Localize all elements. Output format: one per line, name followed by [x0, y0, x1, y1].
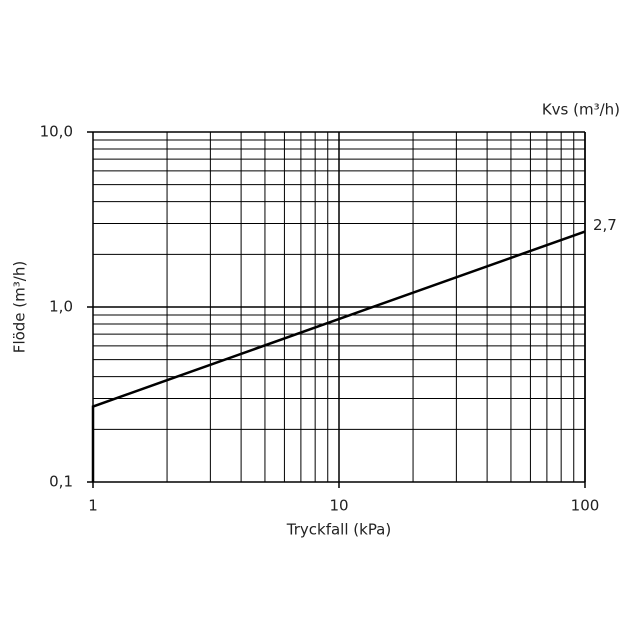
annotation: Kvs (m³/h): [542, 101, 620, 119]
y-tick-label: 0,1: [49, 473, 73, 491]
value-label: 2,7: [593, 216, 617, 234]
x-tick-label: 100: [571, 497, 600, 515]
x-tick-label: 10: [329, 497, 348, 515]
line: [91, 230, 586, 482]
y-tick-label: 10,0: [40, 123, 73, 141]
y-axis-label: Flöde (m³/h): [11, 261, 29, 353]
y-tick-label: 1,0: [49, 298, 73, 316]
x-tick-label: 1: [88, 497, 98, 515]
x-axis-label: Tryckfall (kPa): [286, 521, 391, 539]
